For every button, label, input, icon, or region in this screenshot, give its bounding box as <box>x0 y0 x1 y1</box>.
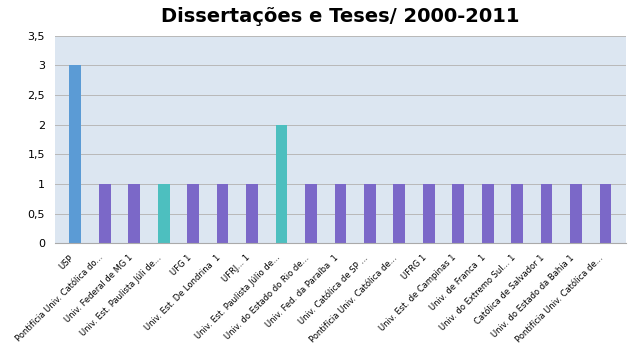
Bar <box>423 184 435 243</box>
Bar <box>541 184 553 243</box>
Bar <box>99 184 111 243</box>
Bar <box>246 184 258 243</box>
Bar <box>158 184 170 243</box>
Bar <box>305 184 317 243</box>
Bar <box>70 66 81 243</box>
Bar <box>364 184 376 243</box>
Bar <box>482 184 494 243</box>
Bar <box>393 184 405 243</box>
Title: Dissertações e Teses/ 2000-2011: Dissertações e Teses/ 2000-2011 <box>161 7 520 26</box>
Bar <box>128 184 140 243</box>
Bar <box>187 184 199 243</box>
Bar <box>599 184 611 243</box>
Bar <box>453 184 464 243</box>
Bar <box>511 184 523 243</box>
Bar <box>334 184 346 243</box>
Bar <box>570 184 582 243</box>
Bar <box>275 125 287 243</box>
Bar <box>216 184 229 243</box>
